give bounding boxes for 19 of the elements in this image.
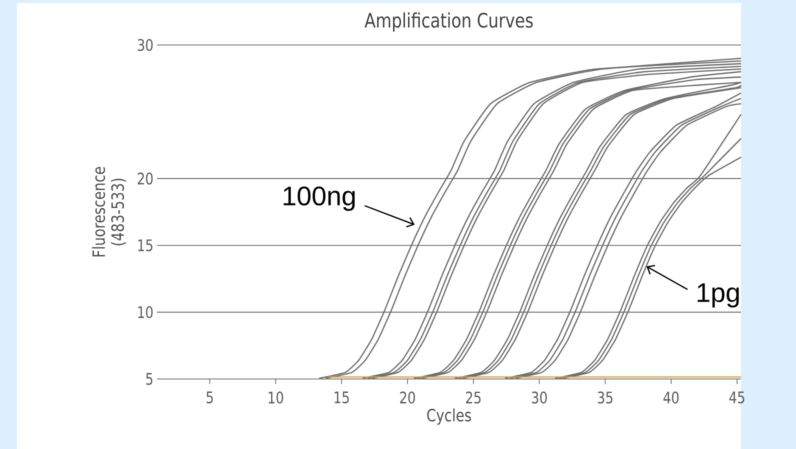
y-axis-title: Fluorescence (483-533): [92, 166, 126, 256]
x-tick-label: 25: [466, 392, 481, 404]
x-tick-label: 5: [206, 392, 213, 404]
x-tick-label: 45: [729, 392, 744, 404]
y-tick-label: 20: [138, 172, 153, 185]
annotation: 1pg: [698, 283, 739, 308]
x-tick-label: 40: [663, 392, 679, 404]
x-axis-title: Cycles: [427, 408, 471, 425]
y-tick-label: 5: [146, 373, 152, 385]
y-tick-label: 10: [138, 306, 153, 318]
x-tick-label: 10: [268, 392, 284, 404]
x-tick-label: 30: [532, 392, 547, 404]
annotation: 100ng: [284, 186, 355, 211]
y-tick-label: 15: [138, 239, 152, 252]
chart-title: Amplification Curves: [364, 12, 533, 32]
x-tick-label: 15: [334, 392, 349, 404]
y-tick-label: 30: [138, 38, 153, 52]
x-tick-label: 35: [598, 392, 612, 404]
x-tick-label: 20: [400, 392, 415, 404]
